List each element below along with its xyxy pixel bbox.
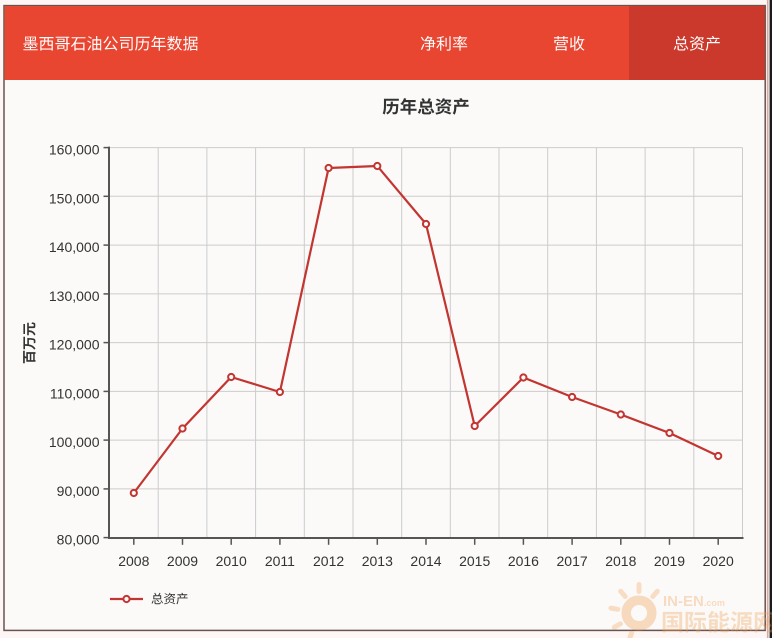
svg-text:2012: 2012 [313,553,344,569]
svg-text:2010: 2010 [216,553,247,569]
svg-text:120,000: 120,000 [49,337,100,353]
svg-text:160,000: 160,000 [49,142,100,158]
svg-text:2015: 2015 [459,553,490,569]
svg-text:2018: 2018 [605,553,636,569]
svg-text:90,000: 90,000 [57,483,100,499]
svg-text:2011: 2011 [265,553,295,569]
svg-text:2019: 2019 [654,553,685,569]
svg-text:150,000: 150,000 [49,190,100,206]
svg-text:2020: 2020 [703,553,734,569]
svg-text:IN-EN.com: IN-EN.com [663,593,725,610]
svg-text:2008: 2008 [118,553,149,569]
svg-text:80,000: 80,000 [57,532,100,548]
svg-text:100,000: 100,000 [49,434,100,450]
svg-text:130,000: 130,000 [49,288,100,304]
svg-text:2016: 2016 [508,553,539,569]
svg-text:2014: 2014 [410,553,441,569]
svg-text:140,000: 140,000 [49,239,100,255]
svg-text:110,000: 110,000 [50,385,100,401]
svg-text:2009: 2009 [167,553,198,569]
svg-text:2017: 2017 [557,553,588,569]
svg-text:2013: 2013 [362,553,393,569]
